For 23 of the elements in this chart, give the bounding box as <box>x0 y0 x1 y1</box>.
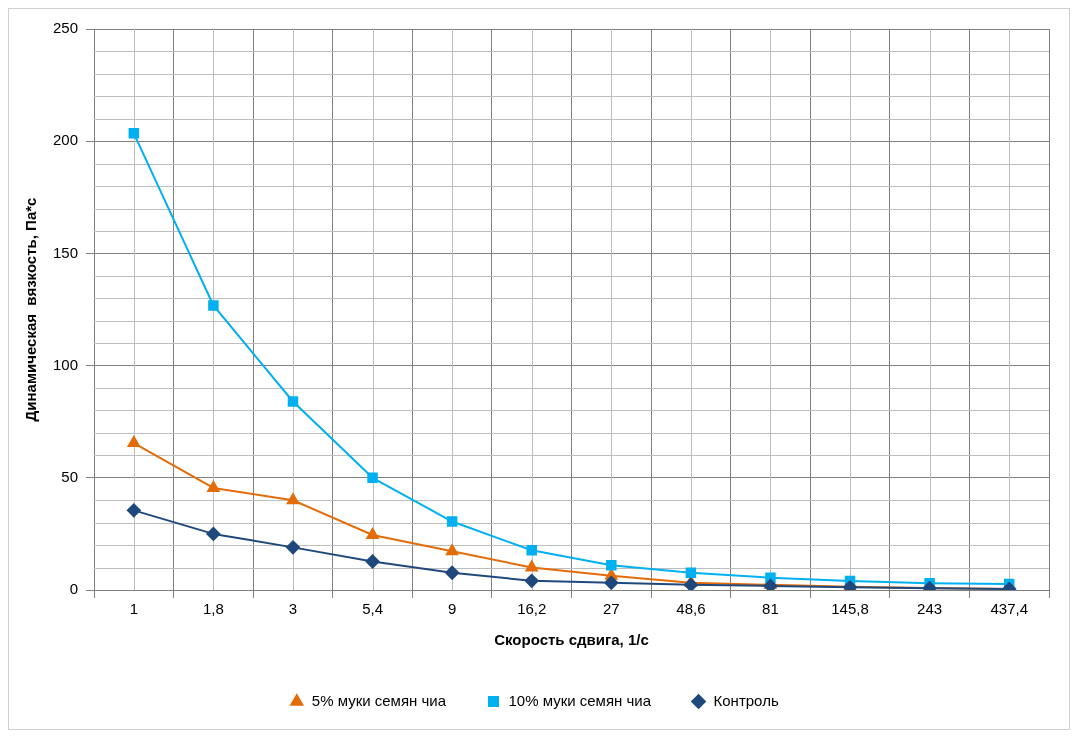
y-tick-label: 100 <box>53 355 79 373</box>
x-tick-label: 48,6 <box>676 600 706 618</box>
y-tick-label: 50 <box>61 467 79 485</box>
legend-label: 5% муки семян чиа <box>311 691 447 709</box>
x-tick-label: 1,8 <box>202 600 224 618</box>
x-tick-label: 9 <box>447 600 457 618</box>
x-tick-label: 5,4 <box>362 600 383 618</box>
x-tick-label: 81 <box>762 600 779 618</box>
x-axis-title: Скорость сдвига, 1/с <box>494 631 649 649</box>
x-tick-label: 16,2 <box>517 600 547 618</box>
y-tick-label: 250 <box>53 19 79 37</box>
x-tick-label: 145,8 <box>831 600 869 618</box>
x-tick-label: 243 <box>917 600 943 618</box>
x-tick-label: 27 <box>602 600 620 618</box>
x-tick-label: 3 <box>288 600 298 618</box>
y-axis-title: Динамическая вязкость, Па*с <box>22 197 40 422</box>
legend-label: 10% муки семян чиа <box>508 691 652 709</box>
y-tick-label: 0 <box>69 580 79 598</box>
legend-label: Контроль <box>713 691 779 709</box>
x-tick-label: 1 <box>129 600 138 618</box>
y-tick-label: 150 <box>53 243 79 261</box>
x-tick-label: 437,4 <box>990 600 1028 618</box>
y-tick-label: 200 <box>53 131 79 149</box>
